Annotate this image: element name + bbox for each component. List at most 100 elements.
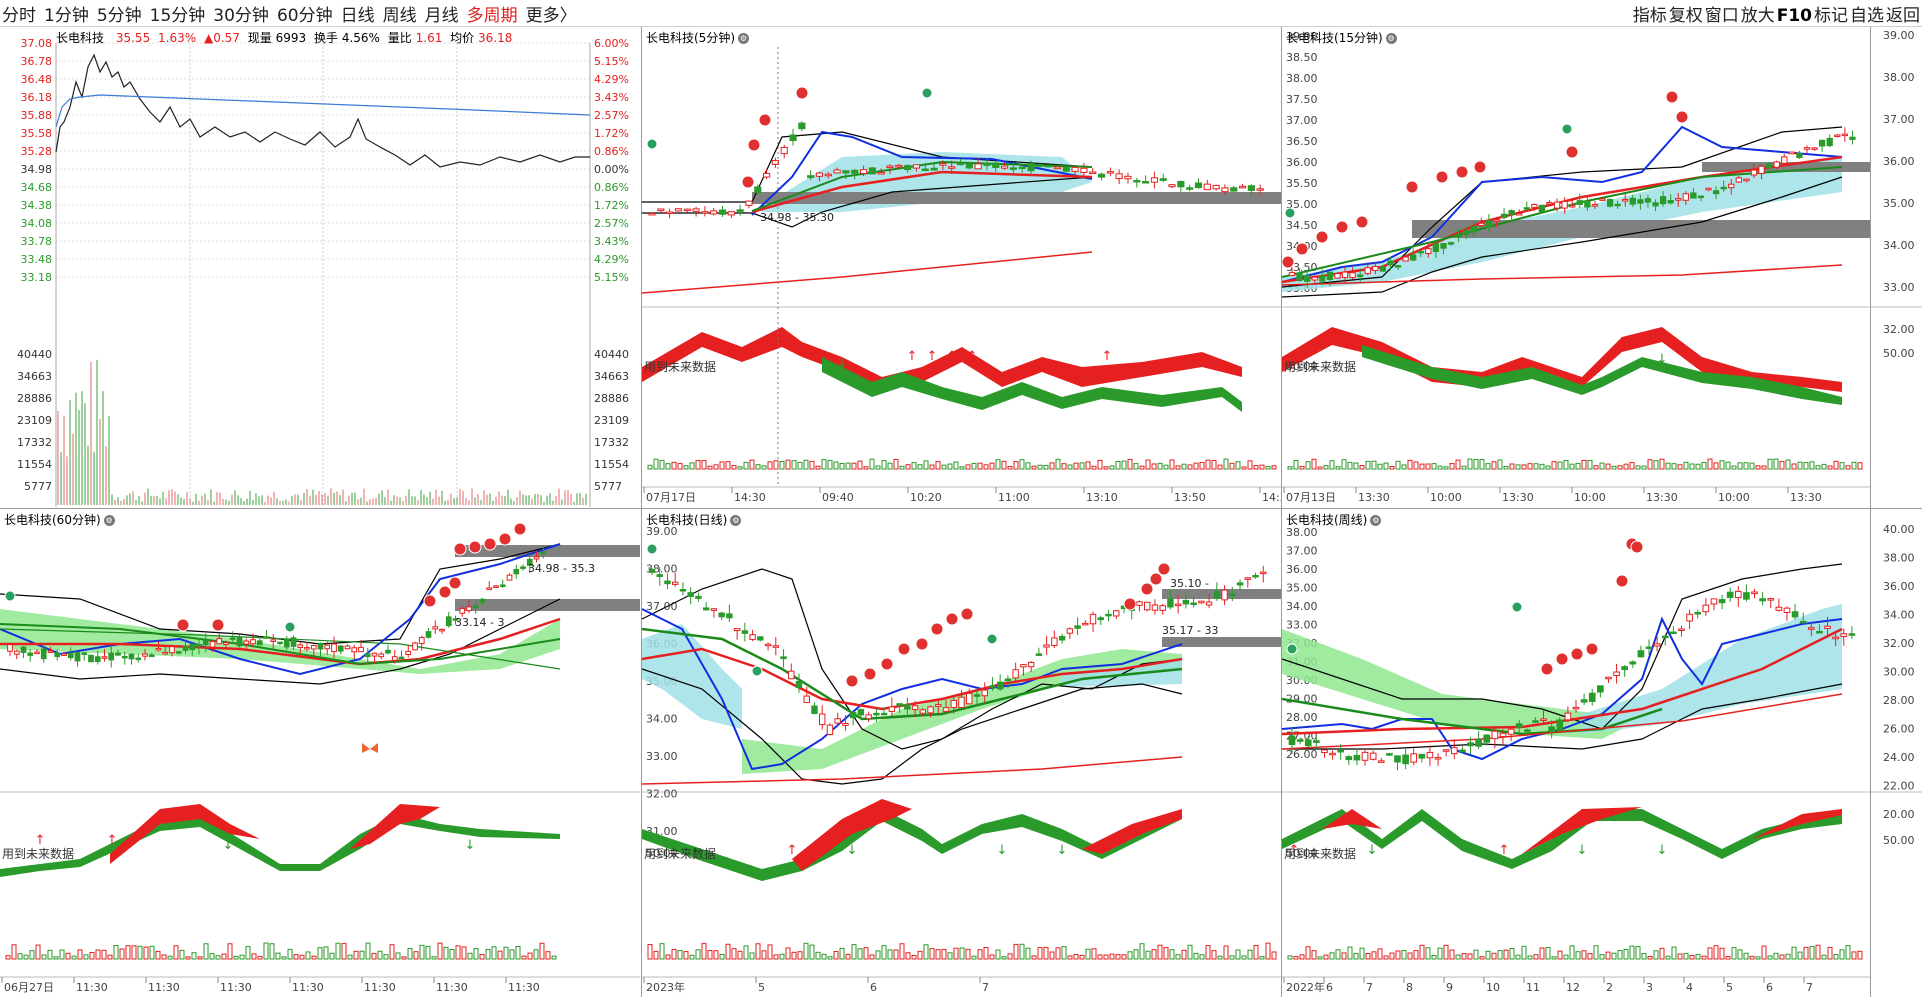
toolbar-button-7[interactable]: 返回 [1886, 6, 1920, 26]
indicator-bar [1629, 945, 1635, 960]
indicator-bar [923, 460, 929, 470]
indicator-bar [359, 950, 365, 960]
indicator-bar [1743, 462, 1749, 470]
candle-body [815, 172, 824, 177]
indicator-bar [947, 463, 953, 470]
candle-body [865, 714, 872, 720]
indicator-bar [725, 943, 731, 960]
indicator-bar [1181, 463, 1187, 470]
price-tick: 36.48 [21, 73, 53, 86]
indicator-bar [233, 955, 239, 960]
indicator-bar [995, 459, 1001, 470]
candle-body [1584, 200, 1591, 208]
signal-badge-icon [483, 537, 497, 551]
candle-body [182, 645, 189, 651]
indicator-bar [917, 464, 923, 470]
indicator-bar [1377, 948, 1383, 960]
toolbar-button-5[interactable]: 标记 [1814, 6, 1848, 26]
indicator-bar [191, 952, 197, 960]
period-tab-9[interactable]: 多周期 [466, 6, 518, 26]
indicator-bar [1413, 461, 1419, 470]
settings-icon[interactable]: ⚙ [730, 515, 742, 526]
indicator-bar [1611, 952, 1617, 960]
chart-60min[interactable]: 长电科技(60分钟) ⚙ 用到未来数据 ↑ ↑ ↓ ↓ 06月27日 11:30 11:30 1… [0, 509, 640, 997]
chart-daily-canvas[interactable]: 39.0038.0037.0036.0035.0034.0033.0032.00… [642, 509, 1281, 997]
indicator-bar [647, 944, 653, 960]
indicator-bar [1287, 955, 1293, 960]
indicator-bar [1193, 952, 1199, 960]
time-axis-label: 14:30 [734, 491, 766, 504]
candle-body [1629, 197, 1636, 205]
period-tab-8[interactable]: 月线 [424, 6, 459, 26]
chart-5min[interactable]: 长电科技(5分钟) ⚙ 用到未来数据 ↓ ↑ ↑ ↑ ↑ ↑ 07月17日 14:30 09:40… [642, 27, 1281, 507]
chart-15min-canvas[interactable]: 39.00 38.50 38.00 37.50 37.00 36.50 36.00 35.50… [1282, 27, 1870, 507]
signal-badge-icon [1585, 642, 1599, 656]
indicator-bar [329, 952, 335, 960]
chart-weekly[interactable]: 长电科技(周线) ⚙ 用到未来数据 38.00 37.00 36.00 35.00 34.… [1282, 509, 1870, 997]
indicator-bar [1785, 459, 1791, 470]
indicator-bar [323, 946, 329, 960]
candle-body [1622, 198, 1629, 202]
candle-body [472, 605, 479, 609]
intraday-chart[interactable]: 37.08 36.78 36.48 36.18 35.88 35.58 35.28 34.98… [0, 27, 640, 507]
candle-body [859, 169, 868, 175]
indicator-bar [1265, 465, 1271, 470]
signal-badge-icon [1615, 574, 1629, 588]
chart-15min[interactable]: 长电科技(15分钟) ⚙ 用到未来数据 39.00 38.50 38.00 37.50 3… [1282, 27, 1870, 507]
candle-body [973, 694, 981, 697]
indicator-bar [1857, 462, 1863, 470]
period-tab-3[interactable]: 15分钟 [149, 6, 206, 26]
intraday-header: 长电科技 35.55 1.63% ▲0.57 现量 6993 换手 4.56% … [56, 29, 512, 46]
indicator-bar [1653, 460, 1659, 470]
indicator-bar [1743, 952, 1749, 960]
indicator-bar [659, 459, 665, 470]
price-tick: 35.58 [21, 127, 53, 140]
chart-daily[interactable]: 长电科技(日线)⚙ 用到未来数据 39.0038.0037.0036.0035.… [642, 509, 1281, 997]
time-axis-label: 10:20 [910, 491, 942, 504]
indicator-bar [1515, 464, 1521, 470]
chart-60min-canvas[interactable]: ↑ ↑ ↓ ↓ 06月27日 11:30 11:30 11:30 11:30 11:30 11:30… [0, 509, 640, 997]
candle-body [1644, 198, 1652, 203]
chart-weekly-canvas[interactable]: 38.0037.0036.0035.0034.0033.0032.0031.00… [1282, 509, 1870, 997]
indicator-bar [1389, 952, 1395, 960]
period-tab-4[interactable]: 30分钟 [213, 6, 269, 26]
indicator-bar [1157, 462, 1163, 470]
toolbar-button-3[interactable]: 放大 [1740, 6, 1775, 26]
toolbar-button-2[interactable]: 窗口 [1704, 6, 1739, 26]
candle-body [842, 723, 849, 726]
candle-body [1296, 739, 1304, 742]
period-tab-7[interactable]: 周线 [382, 6, 417, 26]
period-tab-0[interactable]: 分时 [2, 6, 36, 26]
period-tab-6[interactable]: 日线 [340, 6, 375, 26]
toolbar-button-4[interactable]: F10 [1776, 6, 1812, 26]
settings-icon[interactable]: ⚙ [738, 33, 749, 44]
candle-body [919, 709, 927, 714]
settings-icon[interactable]: ⚙ [1370, 515, 1382, 526]
candle-body [683, 208, 691, 212]
period-tab-10[interactable]: 更多〉 [525, 6, 577, 26]
indicator-bar [863, 947, 869, 960]
indicator-bar [53, 956, 59, 960]
candle-body [1337, 749, 1345, 753]
candle-body [888, 706, 896, 712]
period-tab-1[interactable]: 1分钟 [44, 6, 89, 26]
settings-icon[interactable]: ⚙ [103, 515, 115, 526]
indicator-bar [1485, 950, 1491, 960]
right-axis-tick: 40.00 [1883, 523, 1915, 536]
toolbar-button-0[interactable]: 指标 [1632, 6, 1667, 26]
toolbar-button-1[interactable]: 复权 [1668, 6, 1703, 26]
price-tick: 33.78 [21, 235, 53, 248]
intraday-panel[interactable]: 长电科技 35.55 1.63% ▲0.57 现量 6993 换手 4.56% … [0, 27, 640, 507]
candle-body [331, 643, 337, 653]
indicator-bar [1305, 461, 1311, 470]
price-axis-tick: 38.50 [1286, 51, 1318, 64]
chart-5min-canvas[interactable]: ↓ ↑ ↑ ↑ ↑ ↑ 07月17日 14:30 09:40 10:20 11:00 13:10 13:… [642, 27, 1281, 507]
settings-icon[interactable]: ⚙ [1385, 33, 1397, 44]
indicator-bar [1235, 949, 1241, 960]
period-tab-2[interactable]: 5分钟 [96, 6, 142, 26]
pct-tick: 0.86% [594, 181, 629, 194]
candle-body [1637, 650, 1645, 658]
toolbar-button-6[interactable]: 自选 [1850, 6, 1884, 26]
candle-body [1387, 260, 1394, 266]
period-tab-5[interactable]: 60分钟 [276, 6, 333, 26]
